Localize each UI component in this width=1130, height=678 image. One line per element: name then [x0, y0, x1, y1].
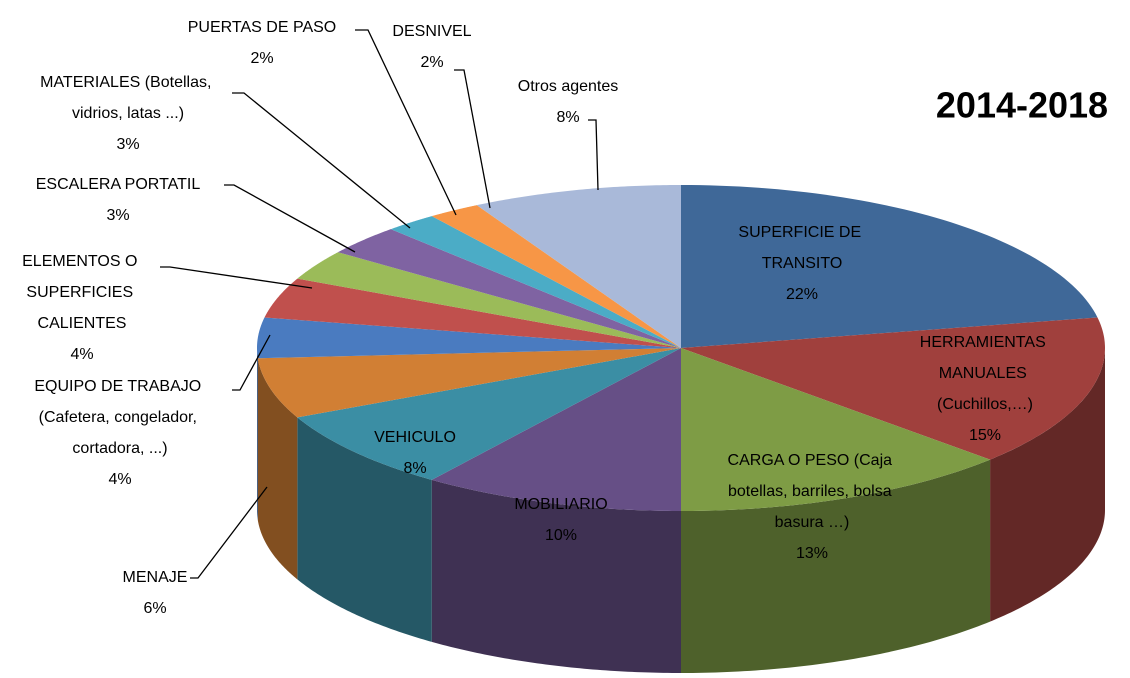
leader-line [224, 184, 356, 253]
value-label: 2% [250, 50, 273, 67]
slice-label: EQUIPO DE TRABAJO (Cafetera, congelador,… [34, 378, 205, 457]
slice-label: PUERTAS DE PASO [188, 19, 336, 36]
value-label: 13% [796, 545, 828, 562]
slice-label: ESCALERA PORTATIL [36, 176, 201, 193]
value-label: 8% [403, 460, 426, 477]
slice-side [297, 417, 432, 642]
value-label: 6% [143, 600, 166, 617]
leader-line [232, 334, 271, 391]
value-label: 3% [106, 207, 129, 224]
slice-side [257, 348, 258, 521]
slice [431, 348, 681, 511]
value-label: 15% [969, 427, 1001, 444]
slice [681, 185, 1098, 348]
leader-line [355, 29, 457, 216]
slice [297, 252, 681, 348]
slice [390, 216, 681, 348]
slice-label: SUPERFICIE DE TRANSITO [738, 224, 865, 272]
value-label: 4% [108, 471, 131, 488]
leader-line [454, 69, 491, 209]
leader-line [160, 266, 313, 289]
value-label: 4% [70, 346, 93, 363]
slice-label: ELEMENTOS O SUPERFICIES CALIENTES [22, 253, 142, 332]
slice-label: MOBILIARIO [514, 496, 607, 513]
slice-side [257, 358, 298, 580]
value-label: 10% [545, 527, 577, 544]
slice [681, 317, 1105, 460]
slice [431, 205, 681, 348]
slice [264, 278, 681, 348]
value-label: 22% [786, 286, 818, 303]
value-label: 3% [116, 136, 139, 153]
slice-label: DESNIVEL [392, 23, 471, 40]
slice-label: HERRAMIENTAS MANUALES (Cuchillos,…) [920, 334, 1050, 413]
slice-label: MATERIALES (Botellas, vidrios, latas ...… [40, 74, 216, 122]
slice-label: CARGA O PESO (Caja botellas, barriles, b… [728, 452, 897, 531]
value-label: 2% [420, 54, 443, 71]
slice [257, 317, 681, 359]
slice-side [990, 348, 1105, 622]
leader-line [588, 119, 599, 191]
slice-label: MENAJE [123, 569, 188, 586]
slice [337, 229, 681, 348]
leader-line [232, 92, 411, 229]
slice-label: VEHICULO [374, 429, 456, 446]
slice-side [681, 459, 991, 673]
value-label: 8% [556, 109, 579, 126]
slice [297, 348, 681, 480]
leader-line [190, 486, 268, 579]
slice [476, 185, 681, 348]
slice-side [431, 479, 681, 673]
chart-title: 2014-2018 [936, 85, 1108, 126]
slice-label: Otros agentes [518, 78, 619, 95]
slice [257, 348, 681, 418]
slice [681, 348, 991, 511]
